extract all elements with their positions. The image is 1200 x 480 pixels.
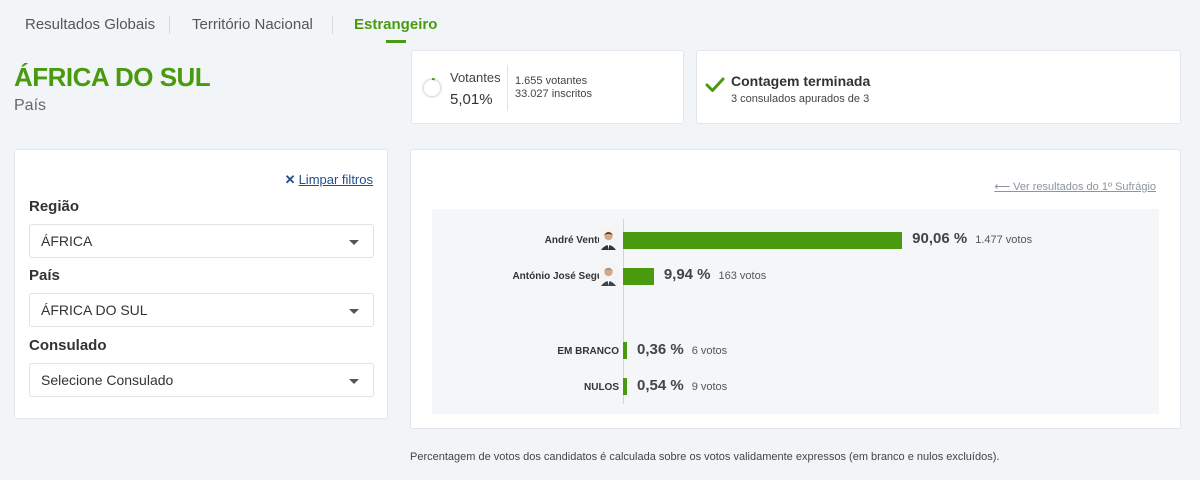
country-label: País bbox=[29, 267, 60, 284]
first-round-results-link[interactable]: ⟵ Ver resultados do 1º Sufrágio bbox=[994, 180, 1156, 193]
page-title: ÁFRICA DO SUL bbox=[14, 62, 211, 92]
tab-resultados-globais[interactable]: Resultados Globais bbox=[25, 16, 156, 33]
count-status-title: Contagem terminada bbox=[731, 73, 871, 89]
clear-filters-link[interactable]: ✕ Limpar filtros bbox=[285, 172, 373, 188]
result-bar bbox=[623, 232, 903, 249]
null-votes-label: NULOS bbox=[584, 382, 619, 393]
tab-territorio-nacional[interactable]: Território Nacional bbox=[192, 16, 313, 33]
result-votes: 1.477 votos bbox=[975, 234, 1033, 246]
clear-filters-label: Limpar filtros bbox=[298, 172, 373, 187]
tab-divider bbox=[332, 16, 333, 34]
candidate-photo-icon bbox=[599, 264, 618, 286]
tab-divider bbox=[169, 16, 170, 34]
results-panel: ⟵ Ver resultados do 1º Sufrágio André Ve… bbox=[410, 149, 1181, 429]
region-label: Região bbox=[29, 198, 80, 215]
chevron-down-icon bbox=[349, 309, 359, 314]
consulate-select-value: Selecione Consulado bbox=[41, 372, 174, 388]
top-tabs: Resultados Globais Território Nacional E… bbox=[0, 0, 1200, 44]
result-votes: 163 votos bbox=[718, 270, 767, 282]
votantes-count: 1.655 votantes bbox=[515, 75, 588, 87]
filters-panel: ✕ Limpar filtros Região ÁFRICA País ÁFRIC… bbox=[14, 149, 388, 419]
result-bar bbox=[623, 342, 627, 359]
candidate-name: António José Seguro bbox=[512, 271, 613, 282]
candidate-name: André Ventura bbox=[544, 235, 613, 246]
divider bbox=[507, 65, 508, 111]
results-chart: André Ventura 90,06 % 1.477 votos Antóni… bbox=[432, 209, 1159, 414]
chevron-down-icon bbox=[349, 379, 359, 384]
result-bar bbox=[623, 378, 627, 395]
chart-axis bbox=[623, 219, 624, 404]
count-status-card: Contagem terminada 3 consulados apurados… bbox=[696, 50, 1181, 124]
progress-ring-icon bbox=[422, 78, 442, 98]
country-select[interactable]: ÁFRICA DO SUL bbox=[29, 293, 374, 327]
result-bar bbox=[623, 268, 654, 285]
footnote: Percentagem de votos dos candidatos é ca… bbox=[410, 451, 1000, 463]
result-percent: 0,36 % bbox=[637, 341, 684, 358]
candidate-photo-icon bbox=[599, 228, 618, 250]
consulate-label: Consulado bbox=[29, 337, 107, 354]
votantes-label: Votantes bbox=[450, 70, 501, 85]
country-select-value: ÁFRICA DO SUL bbox=[41, 302, 148, 318]
arrow-left-icon: ⟵ bbox=[994, 181, 1014, 193]
count-status-subtitle: 3 consulados apurados de 3 bbox=[731, 93, 870, 105]
chevron-down-icon bbox=[349, 240, 359, 245]
result-percent: 0,54 % bbox=[637, 377, 684, 394]
page-subtitle: País bbox=[14, 97, 47, 114]
result-percent: 90,06 % bbox=[912, 230, 968, 247]
region-select[interactable]: ÁFRICA bbox=[29, 224, 374, 258]
result-votes: 9 votos bbox=[691, 381, 728, 393]
check-icon bbox=[705, 77, 725, 92]
region-select-value: ÁFRICA bbox=[41, 233, 93, 249]
blank-votes-label: EM BRANCO bbox=[557, 346, 619, 357]
votantes-card: Votantes 5,01% 1.655 votantes 33.027 ins… bbox=[411, 50, 684, 124]
consulate-select[interactable]: Selecione Consulado bbox=[29, 363, 374, 397]
first-round-results-label: Ver resultados do 1º Sufrágio bbox=[1013, 181, 1156, 193]
tab-estrangeiro[interactable]: Estrangeiro bbox=[354, 16, 438, 43]
result-percent: 9,94 % bbox=[663, 266, 711, 283]
close-icon: ✕ bbox=[284, 172, 296, 187]
result-votes: 6 votos bbox=[691, 345, 728, 357]
registered-count: 33.027 inscritos bbox=[515, 88, 593, 100]
votantes-percent: 5,01% bbox=[450, 91, 493, 108]
